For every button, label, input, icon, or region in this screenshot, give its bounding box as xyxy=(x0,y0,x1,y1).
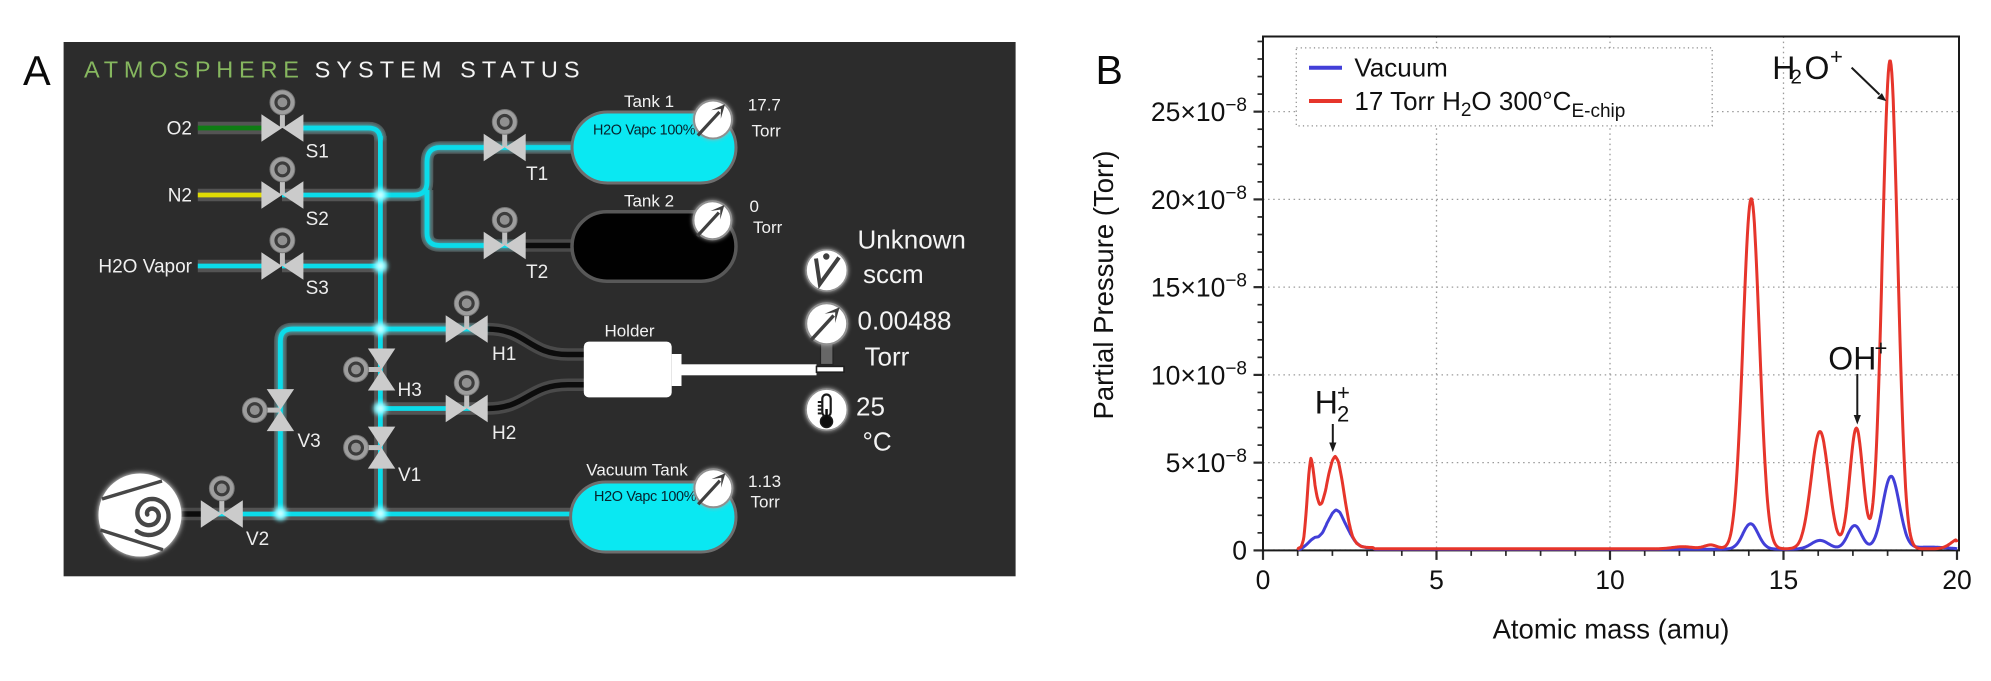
svg-text:15: 15 xyxy=(1769,565,1798,595)
svg-text:ATMOSPHERE: ATMOSPHERE xyxy=(84,57,305,83)
svg-text:H: H xyxy=(1772,50,1795,86)
svg-text:T2: T2 xyxy=(526,262,548,283)
svg-text:Torr: Torr xyxy=(865,342,910,372)
svg-text:H: H xyxy=(1315,385,1338,421)
svg-text:Vacuum: Vacuum xyxy=(1354,53,1447,83)
svg-text:Partial Pressure (Torr): Partial Pressure (Torr) xyxy=(1088,151,1119,420)
svg-text:sccm: sccm xyxy=(863,259,924,289)
svg-text:T1: T1 xyxy=(526,164,548,185)
svg-text:20: 20 xyxy=(1942,565,1971,595)
svg-text:20×10−8: 20×10−8 xyxy=(1151,183,1247,215)
svg-text:+: + xyxy=(1337,380,1350,405)
svg-text:H2O Vapc 100%: H2O Vapc 100% xyxy=(594,489,697,505)
svg-text:O: O xyxy=(1805,50,1830,86)
svg-text:10: 10 xyxy=(1595,565,1624,595)
svg-text:0: 0 xyxy=(1256,565,1271,595)
svg-text:H1: H1 xyxy=(492,344,516,365)
svg-text:B: B xyxy=(1096,47,1123,93)
svg-text:H2: H2 xyxy=(492,423,516,444)
svg-text:0: 0 xyxy=(1232,536,1247,566)
svg-text:H2O Vapc 100%: H2O Vapc 100% xyxy=(593,123,696,139)
svg-text:S3: S3 xyxy=(306,278,329,299)
svg-text:V3: V3 xyxy=(298,431,321,452)
svg-text:H3: H3 xyxy=(398,380,422,401)
svg-text:°C: °C xyxy=(863,427,892,457)
svg-text:Unknown: Unknown xyxy=(858,225,966,255)
svg-text:Tank 1: Tank 1 xyxy=(624,92,674,111)
svg-text:25: 25 xyxy=(856,392,885,422)
svg-text:25×10−8: 25×10−8 xyxy=(1151,95,1247,127)
svg-text:Torr: Torr xyxy=(751,493,781,512)
svg-text:17.7: 17.7 xyxy=(748,96,781,115)
svg-text:N2: N2 xyxy=(168,186,192,207)
svg-text:2: 2 xyxy=(1337,402,1349,427)
svg-text:Vacuum Tank: Vacuum Tank xyxy=(586,461,688,480)
svg-text:Holder: Holder xyxy=(604,322,654,341)
svg-text:+: + xyxy=(1830,44,1843,69)
svg-text:5×10−8: 5×10−8 xyxy=(1166,446,1247,478)
svg-text:5: 5 xyxy=(1429,565,1444,595)
svg-text:Torr: Torr xyxy=(752,122,782,141)
svg-text:1.13: 1.13 xyxy=(748,472,781,491)
svg-text:H2O Vapor: H2O Vapor xyxy=(98,257,192,278)
svg-text:V1: V1 xyxy=(398,465,421,486)
svg-text:0: 0 xyxy=(750,197,759,216)
svg-text:OH: OH xyxy=(1828,341,1876,377)
svg-text:Torr: Torr xyxy=(753,218,783,237)
svg-text:A: A xyxy=(23,47,51,94)
svg-text:Atomic mass (amu): Atomic mass (amu) xyxy=(1493,614,1730,645)
svg-text:+: + xyxy=(1875,336,1888,361)
svg-text:10×10−8: 10×10−8 xyxy=(1151,358,1247,390)
svg-text:S2: S2 xyxy=(306,209,329,230)
svg-text:0.00488: 0.00488 xyxy=(858,306,952,336)
svg-text:SYSTEM STATUS: SYSTEM STATUS xyxy=(315,57,586,83)
svg-text:O2: O2 xyxy=(167,119,192,140)
svg-text:V2: V2 xyxy=(246,529,269,550)
svg-text:S1: S1 xyxy=(306,142,329,163)
svg-text:2: 2 xyxy=(1791,66,1802,89)
svg-text:15×10−8: 15×10−8 xyxy=(1151,271,1247,303)
svg-text:Tank 2: Tank 2 xyxy=(624,192,674,211)
